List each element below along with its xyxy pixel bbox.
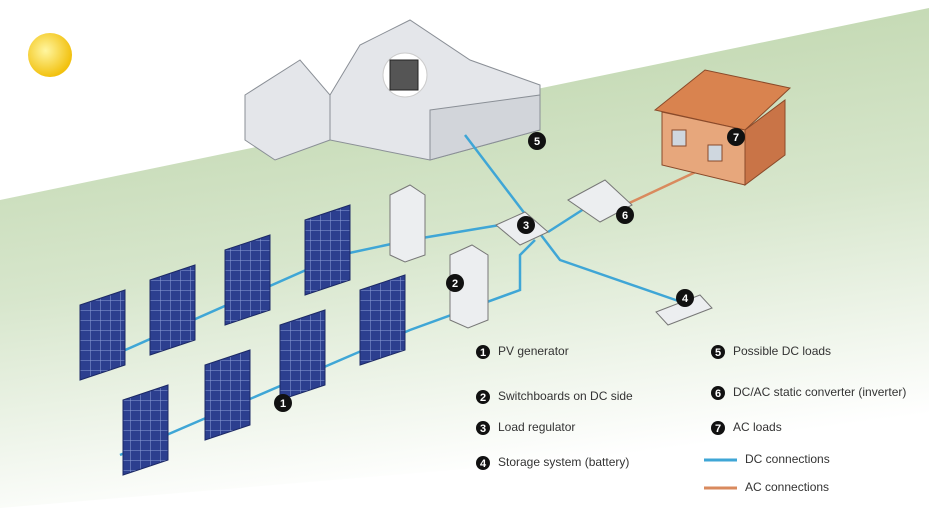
building (245, 20, 540, 160)
pv-panel (305, 205, 350, 295)
number-label: 1 (280, 398, 286, 410)
legend-label: Switchboards on DC side (498, 389, 633, 403)
sun (28, 33, 72, 77)
number-label: 3 (480, 423, 486, 435)
number-label: 5 (715, 347, 721, 359)
number-label: 5 (534, 136, 540, 148)
number-label: 6 (715, 388, 721, 400)
number-label: 4 (480, 458, 487, 470)
pv-panel (225, 235, 270, 325)
number-label: 6 (622, 210, 628, 222)
legend-label: Load regulator (498, 420, 575, 434)
number-label: 7 (733, 132, 739, 144)
number-label: 1 (480, 347, 486, 359)
number-label: 7 (715, 423, 721, 435)
pv-panel (360, 275, 405, 365)
number-label: 4 (682, 293, 689, 305)
legend-label: DC/AC static converter (inverter) (733, 385, 906, 399)
pv-panel (150, 265, 195, 355)
number-label: 2 (452, 278, 458, 290)
number-label: 3 (523, 220, 529, 232)
legend-label: AC connections (745, 480, 829, 494)
pv-panel (80, 290, 125, 380)
legend-label: PV generator (498, 344, 569, 358)
number-label: 2 (480, 392, 486, 404)
pv-panel (205, 350, 250, 440)
legend-label: Possible DC loads (733, 344, 831, 358)
pv-panel (123, 385, 168, 475)
legend-label: DC connections (745, 452, 830, 466)
legend-label: Storage system (battery) (498, 455, 629, 469)
diagram: 1 2 3 4 5 6 7 1 PV generator 2 Switchboards on DC … (0, 0, 929, 508)
legend-label: AC loads (733, 420, 782, 434)
pv-panel (280, 310, 325, 400)
